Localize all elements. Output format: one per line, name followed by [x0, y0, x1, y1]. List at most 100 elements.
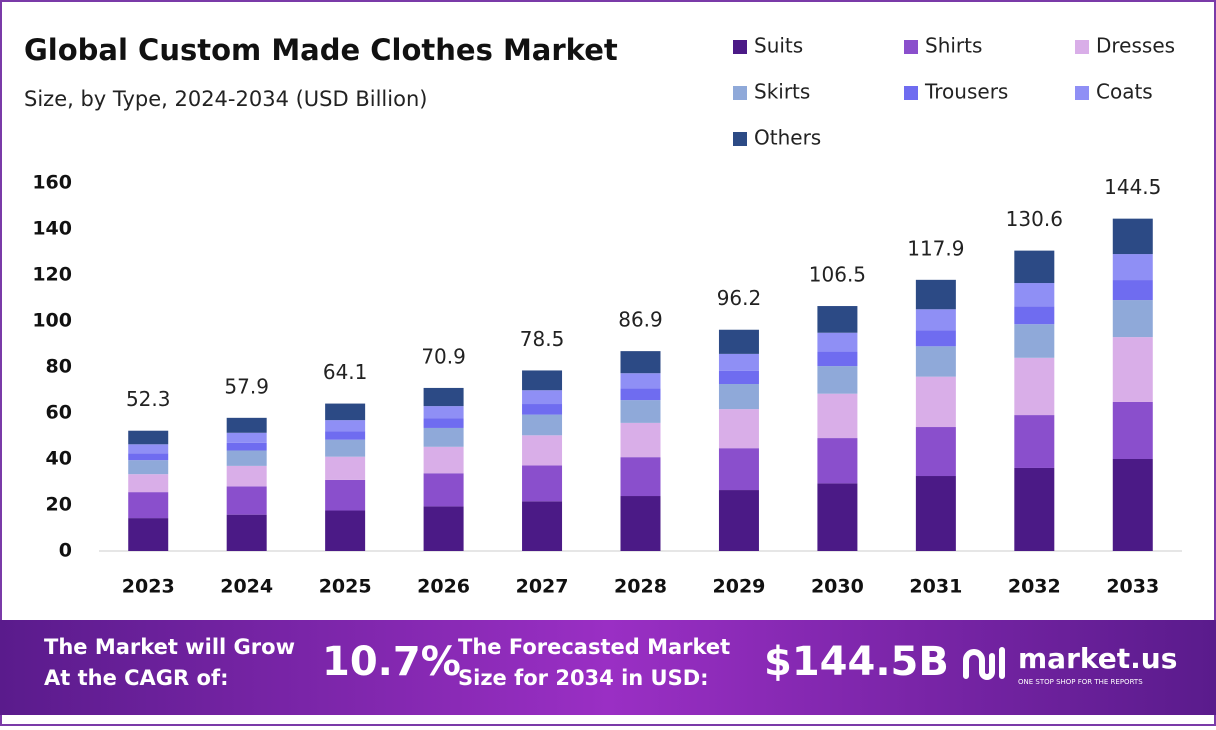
bar-segment	[1112, 401, 1153, 459]
bar-segment	[915, 476, 956, 551]
y-tick-label: 140	[32, 218, 72, 240]
forecast-label: The Forecasted Market	[458, 635, 730, 659]
bar-segment	[226, 432, 267, 443]
bar-segment	[620, 400, 661, 423]
x-tick-label: 2031	[909, 576, 962, 598]
bar-segment	[423, 446, 464, 474]
bar-segment	[718, 490, 759, 551]
total-label: 117.9	[907, 236, 964, 260]
bar-segment	[128, 474, 169, 493]
bar-segment	[915, 376, 956, 428]
bar-segment	[718, 329, 759, 354]
bar-segment	[817, 438, 858, 484]
bar-segment	[620, 422, 661, 458]
bar-segment	[915, 279, 956, 310]
bar-segment	[915, 346, 956, 377]
total-label: 52.3	[126, 387, 171, 411]
bar-segment	[423, 506, 464, 551]
bar-segment	[522, 435, 563, 466]
bar-segment	[522, 465, 563, 502]
total-label: 86.9	[618, 308, 663, 332]
bar-segment	[128, 453, 169, 461]
y-tick-label: 60	[46, 402, 72, 424]
bar-segment	[1112, 337, 1153, 402]
x-tick-label: 2030	[811, 576, 864, 598]
footer-banner	[0, 620, 1216, 715]
total-label: 64.1	[323, 360, 368, 384]
bar-segment	[325, 439, 366, 457]
total-label: 70.9	[421, 344, 466, 368]
legend-label: Suits	[754, 34, 803, 58]
x-tick-label: 2025	[319, 576, 372, 598]
bar-segment	[1014, 306, 1055, 325]
legend-label: Skirts	[754, 80, 810, 104]
bar-segment	[423, 406, 464, 419]
x-tick-label: 2032	[1008, 576, 1061, 598]
legend-swatch	[733, 40, 747, 54]
bar-segment	[522, 370, 563, 391]
bar-segment	[620, 496, 661, 551]
total-label: 106.5	[809, 263, 866, 287]
cagr-label: The Market will Grow	[44, 635, 295, 659]
bar-segment	[226, 450, 267, 466]
bar-segment	[522, 404, 563, 415]
bar-segment	[1014, 467, 1055, 551]
legend-label: Trousers	[924, 80, 1008, 104]
bar-segment	[226, 486, 267, 515]
bar-segment	[817, 306, 858, 333]
legend-label: Others	[754, 126, 821, 150]
bar-segment	[128, 492, 169, 519]
bar-segment	[620, 388, 661, 401]
bar-segment	[325, 403, 366, 421]
bar-segment	[817, 351, 858, 367]
brand: market.us	[1018, 642, 1177, 675]
x-tick-label: 2027	[516, 576, 569, 598]
y-tick-label: 100	[32, 310, 72, 332]
bar-segment	[325, 479, 366, 511]
x-tick-label: 2033	[1106, 576, 1159, 598]
y-tick-label: 120	[32, 264, 72, 286]
y-tick-label: 20	[46, 494, 72, 516]
bar-segment	[718, 448, 759, 491]
legend-swatch	[733, 86, 747, 100]
bar-segment	[128, 518, 169, 551]
bar-segment	[226, 465, 267, 487]
x-tick-label: 2023	[122, 576, 175, 598]
legend-swatch	[904, 86, 918, 100]
bar-segment	[1112, 459, 1153, 551]
bar-segment	[423, 418, 464, 428]
legend-label: Dresses	[1096, 34, 1175, 58]
y-tick-label: 40	[46, 448, 72, 470]
total-label: 57.9	[224, 374, 269, 398]
bar-segment	[915, 309, 956, 331]
bar-segment	[423, 427, 464, 447]
bar-segment	[1014, 283, 1055, 307]
bar-segment	[915, 427, 956, 477]
bar-segment	[1112, 300, 1153, 338]
bar-segment	[128, 444, 169, 454]
y-tick-label: 0	[59, 540, 72, 562]
x-tick-label: 2028	[614, 576, 667, 598]
bar-segment	[522, 414, 563, 436]
bar-segment	[1112, 254, 1153, 281]
bar-segment	[522, 501, 563, 551]
bar-segment	[325, 420, 366, 432]
bar-segment	[1014, 357, 1055, 416]
brand-logo	[963, 647, 1005, 680]
legend-swatch	[733, 132, 747, 146]
total-label: 130.6	[1006, 207, 1063, 231]
bar-segment	[718, 353, 759, 371]
bar-segment	[817, 393, 858, 439]
bar-segment	[325, 510, 366, 551]
bar-segment	[915, 330, 956, 347]
tagline: ONE STOP SHOP FOR THE REPORTS	[1018, 678, 1143, 686]
bar-segment	[718, 384, 759, 410]
y-tick-label: 80	[46, 356, 72, 378]
x-tick-label: 2029	[713, 576, 766, 598]
cagr-label: At the CAGR of:	[44, 666, 229, 690]
bar-segment	[226, 514, 267, 551]
bar-segment	[1112, 218, 1153, 255]
bar-segment	[128, 460, 169, 475]
